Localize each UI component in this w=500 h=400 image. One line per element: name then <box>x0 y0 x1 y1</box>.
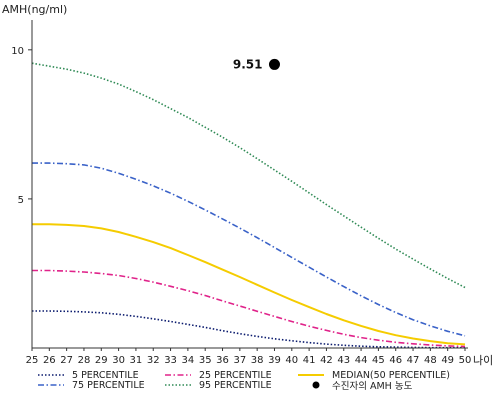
x-tick-label: 31 <box>130 355 143 366</box>
x-tick-label: 45 <box>372 355 385 366</box>
series-line-95-percentile <box>31 62 466 289</box>
x-tick-label: 36 <box>216 355 229 366</box>
x-tick-label: 29 <box>95 355 108 366</box>
x-tick-label: 37 <box>233 355 246 366</box>
x-tick-label: 34 <box>182 355 195 366</box>
legend-label-5-percentile: 5 PERCENTILE <box>72 370 139 381</box>
legend-swatch-patient-point <box>312 381 320 389</box>
x-tick-label: 33 <box>164 355 177 366</box>
x-tick-label: 25 <box>26 355 39 366</box>
legend: 5 PERCENTILE 25 PERCENTILE MEDIAN(50 PERCE… <box>38 370 450 392</box>
x-tick-label: 38 <box>251 355 264 366</box>
legend-label-25-percentile: 25 PERCENTILE <box>199 370 272 381</box>
x-tick-label: 43 <box>337 355 350 366</box>
x-tick-label: 32 <box>147 355 160 366</box>
x-tick-label: 48 <box>424 355 437 366</box>
patient-amh-value-label: 9.51 <box>233 57 263 71</box>
x-tick-label: 50 <box>459 355 472 366</box>
y-tick-label: 5 <box>18 195 24 206</box>
x-tick-label: 39 <box>268 355 281 366</box>
x-tick-label: 35 <box>199 355 212 366</box>
y-tick-labels: 5 10 <box>11 46 32 206</box>
x-tick-label: 46 <box>389 355 402 366</box>
x-tick-label: 42 <box>320 355 333 366</box>
x-tick-label: 27 <box>60 355 73 366</box>
x-tick-label: 30 <box>112 355 125 366</box>
series-line-median-50-percentile <box>32 223 466 346</box>
x-tick-label: 44 <box>355 355 368 366</box>
series-lines <box>31 62 466 349</box>
series-line-5-percentile <box>32 310 465 349</box>
x-tick-label: 41 <box>303 355 316 366</box>
y-axis-title: AMH(ng/ml) <box>2 3 67 16</box>
patient-point-group: 9.51 <box>233 57 280 71</box>
x-tick-label: 28 <box>78 355 91 366</box>
x-tick-label: 40 <box>285 355 298 366</box>
x-axis-title: 나이 <box>473 354 493 367</box>
x-tick-label: 47 <box>407 355 420 366</box>
patient-amh-point <box>268 58 280 70</box>
x-tick-label: 26 <box>43 355 56 366</box>
y-tick-label: 10 <box>11 46 24 57</box>
series-line-75-percentile <box>32 162 466 337</box>
legend-label-95-percentile: 95 PERCENTILE <box>199 380 272 391</box>
legend-label-median-50-percentile: MEDIAN(50 PERCENTILE) <box>332 370 450 381</box>
series-line-25-percentile <box>32 269 466 348</box>
x-tick-label: 49 <box>441 355 454 366</box>
legend-label-patient-point: 수진자의 AMH 농도 <box>332 381 413 392</box>
x-tick-labels: 25 26 27 28 29 30 31 32 33 34 35 36 37 38 39 40 41 42 43 44… <box>26 348 472 366</box>
legend-label-75-percentile: 75 PERCENTILE <box>72 380 145 391</box>
